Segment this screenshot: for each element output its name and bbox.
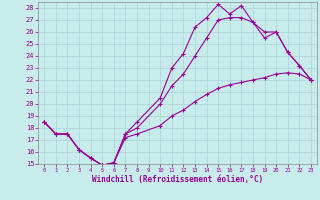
X-axis label: Windchill (Refroidissement éolien,°C): Windchill (Refroidissement éolien,°C) [92, 175, 263, 184]
